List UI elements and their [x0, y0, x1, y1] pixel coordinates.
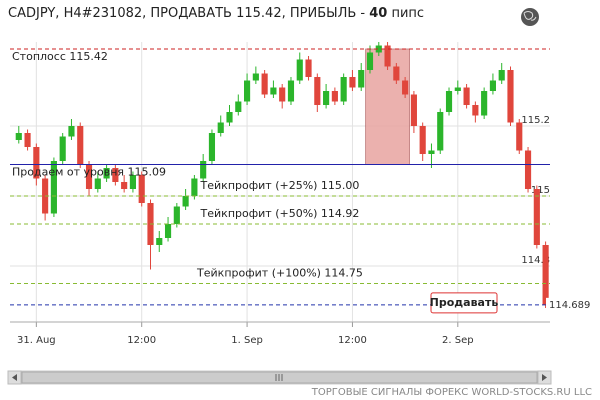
candle-body: [50, 161, 57, 214]
level-label: Тейкпрофит (+25%) 115.00: [200, 179, 360, 192]
candle-body: [323, 91, 330, 105]
candle-body: [454, 87, 461, 91]
candle-body: [33, 147, 40, 179]
candle-body: [463, 87, 470, 105]
candle-body: [217, 122, 224, 133]
y-tick-label: 115: [531, 185, 550, 196]
candle-body: [103, 168, 110, 179]
candle-body: [208, 133, 216, 161]
x-tick-label: 12:00: [127, 335, 156, 346]
x-tick-label: 12:00: [338, 335, 367, 346]
candle-body: [375, 45, 382, 53]
candle-body: [445, 91, 453, 112]
candle-body: [428, 150, 435, 154]
candle-body: [507, 70, 514, 123]
candle-body: [164, 224, 172, 238]
candle-body: [481, 91, 488, 116]
candle-body: [129, 175, 136, 189]
candle-body: [524, 150, 532, 189]
candle-body: [173, 206, 180, 224]
candle-body: [419, 126, 426, 154]
scrollbar[interactable]: [7, 370, 552, 385]
candle-body: [472, 105, 479, 116]
arrow-left: [12, 374, 17, 381]
y-tick-label: 114.8: [521, 255, 550, 266]
candle-body: [296, 59, 303, 81]
sell-button-label[interactable]: Продавать: [430, 296, 499, 309]
candle-body: [59, 136, 66, 161]
candle-body: [182, 196, 189, 207]
y-tick-label: 115.2: [521, 115, 550, 126]
candle-body: [358, 70, 365, 88]
candle-body: [314, 77, 321, 105]
candle-body: [15, 133, 22, 140]
title-profit: 40: [369, 6, 387, 21]
candle-body: [191, 178, 198, 196]
level-label: Тейкпрофит (+50%) 114.92: [200, 207, 360, 220]
candle-body: [410, 94, 417, 126]
x-tick-label: 1. Sep: [231, 335, 263, 346]
x-tick-label: 31. Aug: [17, 335, 56, 346]
candle-body: [279, 87, 286, 102]
candle-body: [402, 80, 409, 95]
candle-body: [331, 91, 338, 102]
candle-body: [77, 126, 84, 165]
candle-body: [287, 80, 295, 102]
candle-body: [393, 66, 400, 81]
candle-body: [85, 164, 93, 189]
plot-area: 31. Aug 12:00 1. Sep 12:00 2. Sep 114.8 115 115…: [10, 42, 550, 346]
candle-body: [305, 59, 312, 77]
footer: ТОРГОВЫЕ СИГНАЛЫ ФОРЕКС WORLD-STOCKS.RU …: [311, 387, 592, 398]
candle-body: [489, 80, 496, 91]
candle-body: [226, 112, 233, 123]
candle-body: [138, 175, 145, 203]
candle-body: [270, 87, 277, 95]
title-unit: пипс: [387, 6, 424, 21]
candle-body: [112, 168, 119, 182]
candle-body: [366, 52, 374, 70]
chart-title: CADJPY, H4#231082, ПРОДАВАТЬ 115.42, ПРИ…: [8, 6, 424, 21]
candle-body: [68, 126, 75, 137]
level-label: Тейкпрофит (+100%) 114.75: [196, 267, 363, 280]
candle-body: [121, 182, 128, 189]
candle-body: [156, 238, 163, 245]
candle-body: [516, 122, 523, 151]
sell-button[interactable]: [430, 292, 498, 314]
candle-body: [437, 112, 444, 151]
candle-body: [235, 101, 242, 112]
candle-body: [542, 245, 549, 305]
globe-lines: [523, 11, 537, 21]
level-label: Стоплосс 115.42: [12, 50, 108, 63]
candle-body: [349, 77, 356, 88]
globe[interactable]: [521, 8, 539, 26]
last-price-label: 114.689: [549, 300, 590, 311]
arrow-right: [542, 374, 547, 381]
candle-body: [24, 133, 31, 147]
candle-body: [244, 80, 251, 102]
candle-body: [498, 70, 505, 81]
globe-icon[interactable]: [521, 8, 539, 26]
title-main: CADJPY, H4#231082, ПРОДАВАТЬ 115.42, ПРИ…: [8, 6, 369, 21]
candle-body: [384, 45, 391, 67]
candle-body: [340, 77, 347, 102]
candle-body: [94, 178, 101, 189]
candle-body: [200, 161, 207, 179]
candle-body: [533, 189, 540, 245]
candle-body: [252, 73, 259, 81]
thumb-grip: [275, 374, 283, 381]
last-price-box: [546, 297, 592, 312]
level-label: Продаем от уровня 115.09: [12, 166, 166, 179]
candle-body: [261, 73, 268, 95]
x-tick-label: 2. Sep: [442, 335, 474, 346]
